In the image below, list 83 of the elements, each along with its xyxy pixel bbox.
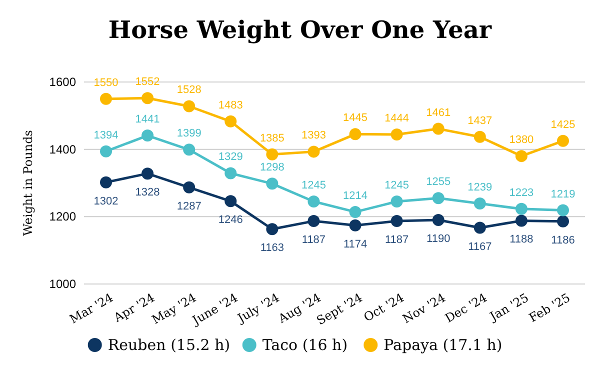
data-label: 1245	[384, 180, 410, 192]
data-label: 1239	[468, 182, 492, 194]
data-label: 1223	[509, 186, 534, 199]
data-label: 1246	[218, 214, 243, 226]
point	[142, 168, 154, 180]
data-label: 1444	[384, 112, 410, 125]
data-label: 1186	[551, 234, 575, 246]
data-label: 1461	[426, 106, 451, 119]
point	[266, 148, 278, 160]
y-axis-title: Weight in Pounds	[21, 130, 35, 236]
point	[432, 192, 444, 204]
point	[224, 115, 237, 128]
x-tick-label: Feb '25	[526, 290, 572, 326]
data-label: 1441	[135, 114, 160, 126]
point	[224, 167, 237, 180]
y-tick-label: 1400	[49, 142, 76, 156]
point	[515, 202, 528, 215]
legend-label: Papaya (17.1 h)	[384, 336, 502, 354]
data-label: 1298	[260, 162, 284, 174]
point	[390, 196, 403, 208]
legend-label: Reuben (15.2 h)	[108, 336, 230, 354]
data-label: 1219	[550, 188, 576, 200]
data-label: 1425	[550, 118, 576, 131]
data-label: 1445	[343, 112, 368, 124]
data-label: 1174	[343, 238, 368, 250]
y-tick-label: 1000	[49, 277, 76, 291]
data-label: 1380	[509, 134, 534, 146]
point	[266, 223, 278, 236]
data-label: 1393	[301, 130, 326, 142]
point	[308, 215, 320, 228]
point	[432, 214, 444, 226]
point	[349, 128, 362, 140]
data-label: 1190	[426, 233, 450, 246]
data-label: 1483	[218, 99, 243, 112]
data-label: 1163	[260, 242, 284, 254]
data-label: 1214	[343, 190, 368, 202]
data-label: 1328	[135, 186, 160, 199]
point	[183, 100, 196, 112]
data-label: 1188	[510, 234, 534, 246]
point	[474, 222, 486, 234]
legend-label: Taco (16 h)	[262, 336, 348, 354]
point	[515, 214, 528, 227]
data-label: 1187	[384, 234, 409, 246]
point	[349, 206, 362, 218]
chart-title: Horse Weight Over One Year	[108, 15, 492, 44]
data-label: 1385	[260, 132, 284, 144]
point	[557, 134, 569, 147]
data-label: 1437	[468, 114, 492, 127]
x-tick-label: Mar '24	[67, 290, 116, 326]
data-label: 1552	[135, 76, 160, 88]
data-label: 1528	[176, 84, 202, 96]
data-label: 1329	[218, 151, 243, 164]
point	[557, 215, 569, 228]
point	[224, 195, 237, 208]
point	[390, 128, 403, 141]
point	[183, 181, 196, 194]
data-label: 1550	[94, 76, 118, 89]
point	[349, 219, 362, 232]
point	[308, 196, 320, 208]
point	[142, 130, 154, 142]
point	[100, 92, 112, 105]
data-label: 1302	[94, 195, 118, 208]
data-label: 1167	[468, 240, 492, 253]
point	[390, 215, 403, 228]
point	[100, 145, 112, 158]
data-label: 1255	[426, 176, 451, 188]
point	[474, 198, 486, 210]
point	[100, 176, 112, 188]
point	[142, 92, 154, 104]
data-label: 1399	[176, 128, 202, 140]
point	[432, 122, 444, 135]
point	[183, 144, 196, 156]
point	[266, 178, 278, 190]
data-label: 1245	[301, 180, 326, 192]
point	[474, 130, 486, 143]
y-tick-label: 1600	[49, 75, 76, 89]
data-label: 1187	[302, 234, 326, 246]
y-tick-label: 1200	[49, 210, 76, 224]
point	[308, 146, 320, 158]
data-label: 1287	[176, 200, 202, 212]
data-label: 1394	[94, 129, 118, 142]
point	[515, 150, 528, 162]
point	[557, 204, 569, 216]
